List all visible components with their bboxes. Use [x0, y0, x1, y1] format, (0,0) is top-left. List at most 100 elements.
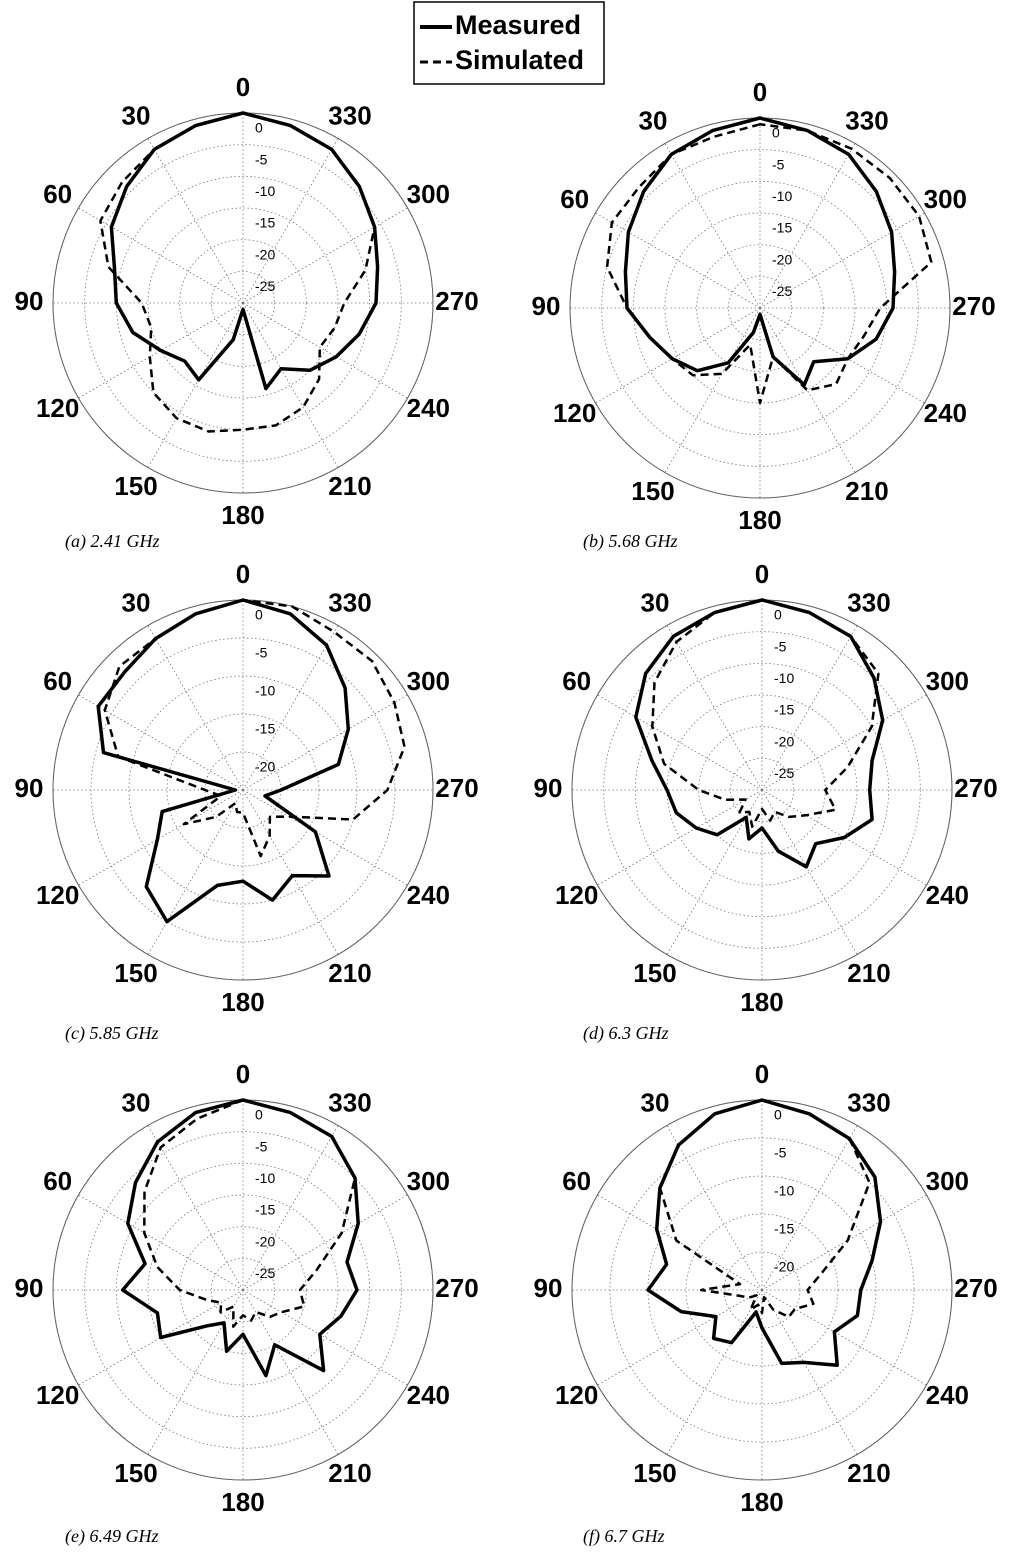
caption: (a) 2.41 GHz [65, 531, 160, 552]
r-tick-label: -5 [255, 1138, 268, 1154]
caption: (e) 6.49 GHz [65, 1526, 158, 1547]
theta-tick-label: 120 [555, 1380, 598, 1410]
theta-tick-label: 180 [221, 1487, 264, 1517]
theta-tick-label: 180 [740, 987, 783, 1017]
theta-tick-label: 300 [926, 1166, 969, 1196]
ring [666, 694, 858, 886]
theta-tick-label: 120 [555, 880, 598, 910]
theta-tick-label: 330 [328, 588, 371, 618]
theta-tick-label: 60 [43, 666, 72, 696]
ring [84, 1131, 402, 1449]
theta-tick-label: 0 [236, 72, 250, 102]
r-tick-label: -25 [774, 765, 794, 781]
theta-tick-label: 300 [926, 666, 969, 696]
theta-tick-label: 330 [845, 106, 888, 136]
ring [210, 1257, 276, 1323]
theta-tick-label: 0 [236, 1059, 250, 1089]
theta-tick-label: 150 [114, 1458, 157, 1488]
ring [647, 1175, 877, 1405]
ring [115, 175, 371, 431]
theta-tick-label: 270 [435, 1273, 478, 1303]
theta-tick-label: 0 [236, 559, 250, 589]
theta-tick-label: 300 [924, 184, 967, 214]
theta-tick-label: 330 [847, 588, 890, 618]
theta-tick-label: 30 [641, 588, 670, 618]
series-line [651, 598, 880, 828]
spoke [78, 1194, 244, 1291]
theta-tick-label: 90 [532, 291, 561, 321]
theta-tick-label: 180 [740, 1487, 783, 1517]
r-tick-label: -20 [255, 759, 275, 775]
caption: (c) 5.85 GHz [65, 1023, 158, 1044]
theta-tick-label: 180 [221, 987, 264, 1017]
r-tick-label: -20 [774, 1259, 794, 1275]
ring [52, 599, 434, 981]
series-line [120, 1098, 360, 1378]
theta-tick-label: 210 [845, 476, 888, 506]
caption: (d) 6.3 GHz [583, 1023, 669, 1044]
theta-tick-label: 60 [562, 666, 591, 696]
spoke [597, 694, 763, 791]
ring [84, 144, 402, 462]
theta-tick-label: 60 [43, 1166, 72, 1196]
theta-tick-label: 240 [926, 880, 969, 910]
theta-tick-label: 330 [328, 1088, 371, 1118]
theta-tick-label: 180 [221, 500, 264, 530]
r-tick-label: 0 [255, 1107, 263, 1123]
theta-tick-label: 120 [36, 880, 79, 910]
theta-tick-label: 30 [122, 1088, 151, 1118]
ring [723, 1251, 801, 1329]
theta-tick-label: 90 [534, 773, 563, 803]
legend-box [413, 1, 605, 85]
r-tick-label: -15 [774, 1221, 794, 1237]
theta-tick-label: 270 [954, 1273, 997, 1303]
ring [147, 207, 339, 399]
theta-tick-label: 0 [753, 77, 767, 107]
r-tick-label: -10 [255, 683, 275, 699]
r-tick-label: -20 [772, 251, 792, 267]
ring [571, 1099, 953, 1481]
r-tick-label: -5 [774, 638, 787, 654]
theta-tick-label: 30 [122, 101, 151, 131]
ring [179, 1226, 307, 1354]
r-tick-label: -20 [255, 246, 275, 262]
theta-tick-label: 210 [328, 471, 371, 501]
r-tick-label: -5 [255, 151, 268, 167]
spoke [759, 307, 856, 473]
r-tick-label: -5 [255, 645, 268, 661]
ring [601, 149, 919, 467]
r-tick-label: 0 [255, 607, 263, 623]
ring [634, 662, 890, 918]
spoke [761, 1289, 927, 1386]
theta-tick-label: 270 [435, 773, 478, 803]
series-line [605, 123, 933, 405]
spoke [595, 212, 761, 309]
theta-tick-label: 210 [328, 958, 371, 988]
r-tick-label: -15 [255, 215, 275, 231]
r-tick-label: -20 [774, 733, 794, 749]
r-tick-label: 0 [774, 607, 782, 623]
theta-tick-label: 30 [122, 588, 151, 618]
caption: (b) 5.68 GHz [583, 531, 678, 552]
legend-label: Simulated [455, 45, 584, 75]
spoke [761, 1289, 858, 1455]
r-tick-label: 0 [774, 1107, 782, 1123]
r-tick-label: -25 [255, 278, 275, 294]
theta-tick-label: 60 [560, 184, 589, 214]
spoke [242, 302, 339, 468]
series-line [646, 1098, 883, 1367]
r-tick-label: -15 [255, 721, 275, 737]
theta-tick-label: 0 [755, 559, 769, 589]
theta-tick-label: 210 [847, 958, 890, 988]
spoke [147, 302, 244, 468]
r-tick-label: 0 [772, 125, 780, 141]
theta-tick-label: 210 [328, 1458, 371, 1488]
theta-tick-label: 150 [631, 476, 674, 506]
r-tick-label: -5 [772, 156, 785, 172]
theta-tick-label: 240 [926, 1380, 969, 1410]
theta-tick-label: 300 [407, 179, 450, 209]
spoke [242, 789, 408, 886]
spoke [78, 789, 244, 886]
r-tick-label: -25 [255, 1265, 275, 1281]
theta-tick-label: 240 [407, 1380, 450, 1410]
